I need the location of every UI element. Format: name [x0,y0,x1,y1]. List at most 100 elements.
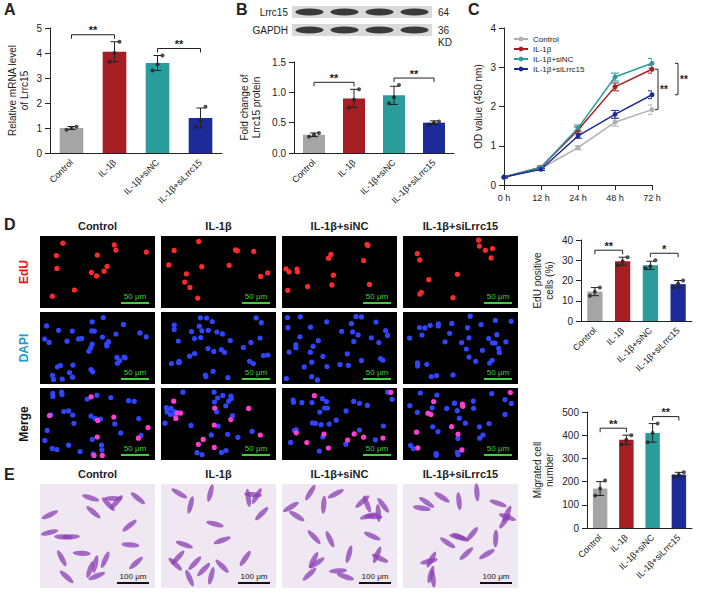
svg-text:0 h: 0 h [498,193,511,203]
svg-text:**: ** [609,418,618,430]
svg-text:Control: Control [78,468,117,480]
svg-text:EdU: EdU [17,260,31,284]
svg-text:2: 2 [490,101,496,112]
svg-text:IL-1β: IL-1β [205,220,232,232]
svg-text:KD: KD [438,37,452,48]
svg-text:OD value (450 nm): OD value (450 nm) [473,64,484,148]
svg-text:50 μm: 50 μm [487,292,510,301]
svg-text:20: 20 [562,275,574,286]
svg-text:Lrrc15 protein: Lrrc15 protein [251,77,262,139]
svg-text:D: D [4,216,16,233]
svg-text:Control: Control [533,35,559,44]
svg-text:0.0: 0.0 [272,148,286,159]
svg-text:EdU positive: EdU positive [532,252,543,309]
svg-text:A: A [4,1,16,18]
svg-text:IL-1β+siLrrc15: IL-1β+siLrrc15 [156,157,204,205]
svg-text:5: 5 [36,23,42,34]
svg-text:Migrated cell: Migrated cell [532,442,543,499]
svg-text:B: B [236,1,248,18]
svg-text:400: 400 [562,430,579,441]
svg-text:100 μm: 100 μm [120,572,147,581]
svg-text:Control: Control [47,157,75,185]
svg-text:E: E [4,466,15,483]
svg-text:300: 300 [562,453,579,464]
svg-text:0: 0 [567,316,573,327]
svg-text:IL-1β: IL-1β [336,157,358,179]
svg-text:IL-1β: IL-1β [205,468,232,480]
svg-text:0: 0 [36,148,42,159]
svg-text:100 μm: 100 μm [483,572,510,581]
svg-text:**: ** [330,72,339,84]
svg-text:100 μm: 100 μm [241,572,268,581]
svg-text:IL-1β: IL-1β [96,157,118,179]
svg-text:50 μm: 50 μm [245,368,268,377]
svg-text:50 μm: 50 μm [366,292,389,301]
svg-text:of Lrrc15: of Lrrc15 [19,70,30,110]
svg-text:Control: Control [78,220,117,232]
svg-text:**: ** [604,240,613,252]
svg-text:**: ** [661,406,670,418]
svg-text:100 μm: 100 μm [362,572,389,581]
svg-text:number: number [544,452,555,487]
svg-text:72 h: 72 h [643,193,661,203]
svg-text:4: 4 [36,48,42,59]
svg-text:200: 200 [562,476,579,487]
svg-text:DAPI: DAPI [17,334,31,363]
svg-text:64: 64 [438,7,450,18]
svg-text:24 h: 24 h [569,193,587,203]
svg-text:**: ** [175,38,184,50]
svg-text:IL-1β: IL-1β [533,45,552,54]
svg-text:50 μm: 50 μm [124,292,147,301]
svg-text:IL-1β+siLrrc15: IL-1β+siLrrc15 [634,532,682,580]
svg-text:40: 40 [562,235,574,246]
svg-text:Relative mRNA level: Relative mRNA level [7,45,18,136]
svg-text:50 μm: 50 μm [366,368,389,377]
svg-text:IL-1β+siLrrc15: IL-1β+siLrrc15 [423,220,499,232]
svg-text:**: ** [680,74,688,85]
svg-text:3: 3 [490,62,496,73]
svg-text:GAPDH: GAPDH [252,25,288,36]
svg-text:Control: Control [571,325,599,353]
svg-text:Control: Control [576,532,604,560]
svg-text:Merge: Merge [17,406,31,442]
svg-text:**: ** [410,68,419,80]
svg-text:Lrrc15: Lrrc15 [260,7,289,18]
svg-text:IL-1β+siNC: IL-1β+siNC [311,220,369,232]
svg-text:IL-1β+siNC: IL-1β+siNC [533,55,574,64]
svg-text:50 μm: 50 μm [245,444,268,453]
svg-text:4: 4 [490,23,496,34]
svg-text:2: 2 [36,98,42,109]
svg-text:0: 0 [573,523,579,534]
svg-text:100: 100 [562,499,579,510]
svg-text:IL-1β+siLrrc15: IL-1β+siLrrc15 [390,157,438,205]
svg-text:1: 1 [36,123,42,134]
svg-text:Control: Control [290,157,318,185]
svg-text:**: ** [660,84,668,95]
svg-text:1.5: 1.5 [272,57,286,68]
svg-text:IL-1β: IL-1β [604,325,626,347]
svg-text:**: ** [89,24,98,36]
svg-text:50 μm: 50 μm [487,444,510,453]
svg-text:cells (%): cells (%) [544,261,555,299]
svg-text:Fold change of: Fold change of [239,74,250,140]
svg-text:12 h: 12 h [532,193,550,203]
svg-text:IL-1β+siLrrc15: IL-1β+siLrrc15 [533,65,585,74]
svg-text:50 μm: 50 μm [487,368,510,377]
svg-text:1: 1 [490,140,496,151]
svg-text:50 μm: 50 μm [366,444,389,453]
svg-text:0: 0 [490,180,496,191]
svg-text:10: 10 [562,295,574,306]
svg-text:3: 3 [36,73,42,84]
svg-text:50 μm: 50 μm [245,292,268,301]
svg-text:C: C [468,1,480,18]
svg-text:30: 30 [562,255,574,266]
svg-text:IL-1β+siLrrc15: IL-1β+siLrrc15 [423,468,499,480]
svg-text:50 μm: 50 μm [124,444,147,453]
svg-text:*: * [662,243,667,255]
svg-text:36: 36 [438,25,450,36]
svg-text:48 h: 48 h [606,193,624,203]
svg-text:500: 500 [562,407,579,418]
svg-text:50 μm: 50 μm [124,368,147,377]
svg-text:0.5: 0.5 [272,117,286,128]
svg-text:IL-1β+siNC: IL-1β+siNC [358,157,398,197]
